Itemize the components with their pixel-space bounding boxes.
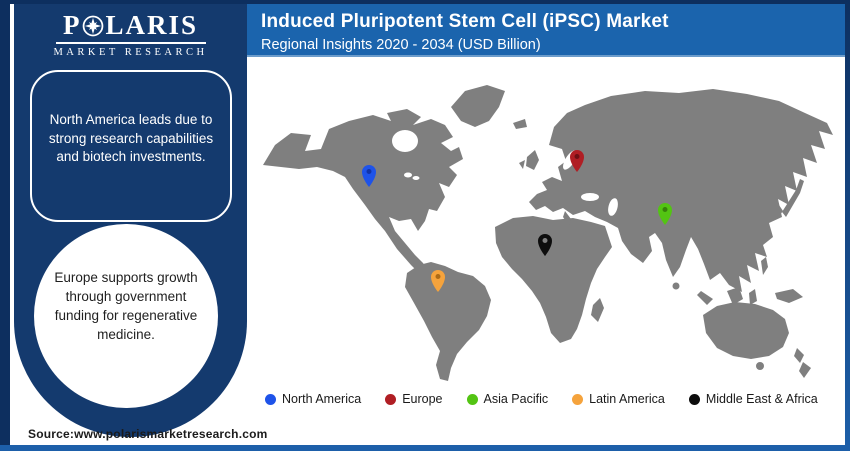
landmass-philippines	[761, 257, 768, 275]
landmass-eurasia	[529, 89, 833, 292]
world-map-svg	[263, 85, 833, 381]
landmass-new-zealand-south	[799, 362, 811, 378]
caspian-sea	[608, 198, 618, 216]
legend-dot-icon	[466, 393, 478, 405]
landmass-sumatra	[697, 291, 713, 305]
landmass-korea	[779, 205, 783, 216]
black-sea	[581, 193, 599, 201]
map-pin-north-america	[362, 165, 376, 187]
legend-label: Middle East & Africa	[705, 392, 818, 406]
frame-border-right	[845, 0, 850, 451]
sidebar-panel: P LARIS MARKET RESEARCH North America le…	[14, 4, 247, 437]
landmass-tasmania	[756, 362, 764, 370]
compass-star-icon	[82, 15, 104, 37]
landmass-australia	[703, 302, 789, 359]
landmass-greenland	[451, 85, 505, 127]
landmass-ireland	[519, 160, 525, 169]
page-subtitle: Regional Insights 2020 - 2034 (USD Billi…	[261, 37, 541, 53]
insight-circle-text: Europe supports growth through governmen…	[54, 270, 198, 342]
legend-item-latin-america: Latin America	[572, 392, 665, 406]
legend-dot-icon	[688, 393, 700, 405]
map-pin-asia-pacific	[658, 203, 672, 225]
insight-circle-europe: Europe supports growth through governmen…	[34, 224, 218, 408]
legend-label: Latin America	[589, 392, 665, 406]
legend-dot-icon	[385, 393, 397, 405]
landmass-borneo	[727, 287, 743, 305]
legend-dot-icon	[265, 393, 276, 405]
legend-item-asia-pacific: Asia Pacific	[466, 392, 549, 406]
great-lakes	[404, 172, 412, 178]
legend-label: North America	[282, 392, 362, 406]
brand-name: P LARIS	[14, 12, 247, 39]
legend-item-europe: Europe	[385, 392, 443, 406]
logo-divider	[55, 42, 206, 44]
map-pin-middle-east-africa	[538, 234, 552, 256]
brand-name-prefix: P	[62, 10, 82, 40]
landmass-new-guinea	[775, 289, 803, 303]
landmass-madagascar	[591, 298, 604, 322]
landmass-sulawesi	[749, 289, 757, 305]
brand-tagline: MARKET RESEARCH	[53, 47, 208, 58]
frame-border-top	[0, 0, 850, 4]
legend-label: Asia Pacific	[483, 392, 549, 406]
frame-border-bottom	[0, 445, 850, 451]
brand-logo: P LARIS MARKET RESEARCH	[14, 12, 247, 58]
legend-item-north-america: North America	[265, 392, 361, 406]
landmass-italy	[563, 211, 571, 226]
frame-border-left	[0, 0, 10, 451]
legend: North America Europe Asia Pacific Latin Ame…	[265, 392, 818, 406]
landmass-iceland	[513, 119, 527, 129]
insight-box-text: North America leads due to strong resear…	[48, 111, 214, 165]
great-lakes-2	[412, 176, 420, 180]
insight-box-north-america: North America leads due to strong resear…	[30, 70, 232, 222]
landmass-south-america	[405, 262, 491, 381]
map-pins-layer	[362, 150, 672, 292]
map-pin-europe	[570, 150, 584, 172]
header-band: Induced Pluripotent Stem Cell (iPSC) Mar…	[247, 4, 845, 57]
legend-item-middle-east-africa: Middle East & Africa	[688, 392, 818, 406]
landmass-sri-lanka	[672, 282, 680, 290]
landmass-new-zealand-north	[794, 348, 804, 363]
legend-label: Europe	[402, 392, 443, 406]
landmass-japan	[782, 179, 804, 217]
legend-dot-icon	[572, 393, 584, 405]
page-title: Induced Pluripotent Stem Cell (iPSC) Mar…	[261, 11, 669, 32]
map-pin-latin-america	[431, 270, 445, 292]
brand-name-suffix: LARIS	[105, 10, 199, 40]
landmass-north-america	[263, 109, 463, 277]
hudson-bay	[392, 130, 418, 152]
source-text: Source:www.polarismarketresearch.com	[28, 427, 268, 441]
landmass-uk	[526, 150, 539, 170]
landmass-africa	[495, 216, 612, 343]
